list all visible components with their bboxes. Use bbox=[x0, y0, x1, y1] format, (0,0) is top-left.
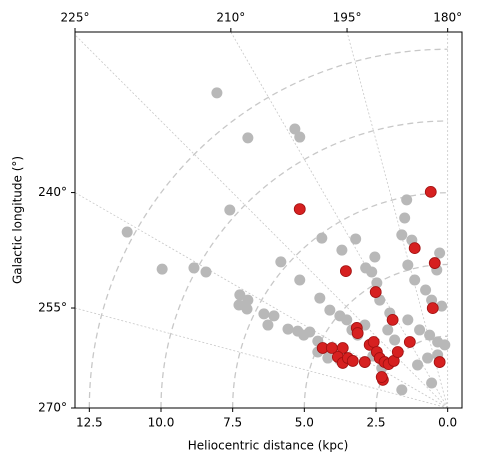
top-tick-label: 180° bbox=[433, 11, 462, 25]
data-point bbox=[360, 262, 372, 274]
distance-ring bbox=[303, 263, 448, 409]
x-tick-label: 2.5 bbox=[366, 416, 385, 430]
data-point bbox=[188, 262, 200, 274]
plot-frame bbox=[74, 31, 463, 409]
longitude-ray bbox=[346, 31, 449, 409]
data-point bbox=[439, 339, 451, 351]
longitude-ray bbox=[74, 307, 448, 409]
data-point bbox=[434, 247, 446, 259]
data-point bbox=[314, 292, 326, 304]
x-tick-label: 7.5 bbox=[223, 416, 242, 430]
data-point bbox=[422, 352, 434, 364]
data-point bbox=[289, 123, 301, 135]
data-point bbox=[262, 319, 274, 331]
data-point bbox=[350, 233, 362, 245]
data-point bbox=[234, 289, 246, 301]
longitude-ray bbox=[74, 34, 448, 409]
data-point bbox=[424, 185, 437, 198]
data-point bbox=[402, 259, 414, 271]
data-point bbox=[409, 274, 421, 286]
x-tick-label: 5.0 bbox=[295, 416, 314, 430]
data-point bbox=[224, 204, 236, 216]
data-point bbox=[369, 286, 382, 298]
data-point bbox=[426, 302, 439, 315]
distance-ring bbox=[375, 335, 448, 409]
data-point bbox=[420, 284, 432, 296]
data-point bbox=[200, 266, 212, 278]
left-tick-label: 255° bbox=[38, 301, 67, 315]
data-point bbox=[396, 229, 408, 241]
data-point bbox=[325, 342, 338, 354]
data-point bbox=[304, 326, 316, 338]
data-point bbox=[358, 356, 371, 368]
data-point bbox=[336, 244, 348, 256]
data-point bbox=[389, 334, 401, 346]
data-point bbox=[369, 251, 381, 263]
data-point bbox=[424, 329, 436, 341]
distance-ring bbox=[88, 48, 448, 409]
data-point bbox=[433, 356, 446, 368]
data-point bbox=[414, 324, 426, 336]
data-point bbox=[316, 232, 328, 244]
data-point bbox=[367, 336, 380, 348]
top-tick-label: 195° bbox=[333, 11, 362, 25]
left-tick-label: 240° bbox=[38, 185, 67, 199]
y-axis-label: Galactic longitude (°) bbox=[11, 156, 25, 284]
data-point bbox=[375, 371, 388, 383]
top-tick-label: 210° bbox=[216, 11, 245, 25]
data-point bbox=[294, 274, 306, 286]
data-point bbox=[242, 294, 254, 306]
x-tick-label: 0.0 bbox=[438, 416, 457, 430]
data-point bbox=[121, 226, 133, 238]
data-point bbox=[258, 308, 270, 320]
data-point bbox=[346, 355, 359, 367]
data-point bbox=[156, 263, 168, 275]
left-tick-label: 270° bbox=[38, 401, 67, 415]
data-point bbox=[351, 327, 364, 339]
data-point bbox=[275, 256, 287, 268]
data-point bbox=[386, 313, 399, 326]
data-point bbox=[293, 203, 306, 215]
data-point bbox=[339, 265, 352, 277]
data-point bbox=[426, 377, 438, 389]
data-point bbox=[428, 257, 441, 269]
data-point bbox=[371, 277, 383, 289]
longitude-ray bbox=[74, 192, 448, 409]
data-point bbox=[324, 304, 336, 316]
data-point bbox=[211, 87, 223, 99]
data-point bbox=[402, 314, 414, 326]
data-point bbox=[322, 352, 334, 364]
data-point bbox=[408, 242, 421, 255]
top-tick-label: 225° bbox=[61, 11, 90, 25]
data-point bbox=[403, 336, 416, 348]
data-point bbox=[341, 314, 353, 326]
data-point bbox=[268, 310, 280, 322]
data-point bbox=[399, 212, 411, 224]
data-point bbox=[241, 303, 253, 315]
data-point bbox=[412, 359, 424, 371]
data-point bbox=[436, 300, 448, 312]
x-axis-label: Heliocentric distance (kpc) bbox=[188, 439, 349, 453]
data-point bbox=[294, 131, 306, 143]
x-tick-label: 10.0 bbox=[148, 416, 175, 430]
data-point bbox=[282, 323, 294, 335]
distance-ring bbox=[160, 120, 448, 409]
data-point bbox=[382, 324, 394, 336]
data-point bbox=[242, 132, 254, 144]
x-tick-label: 12.5 bbox=[76, 416, 103, 430]
data-point bbox=[391, 346, 404, 358]
data-point bbox=[401, 194, 413, 206]
data-point bbox=[396, 384, 408, 396]
